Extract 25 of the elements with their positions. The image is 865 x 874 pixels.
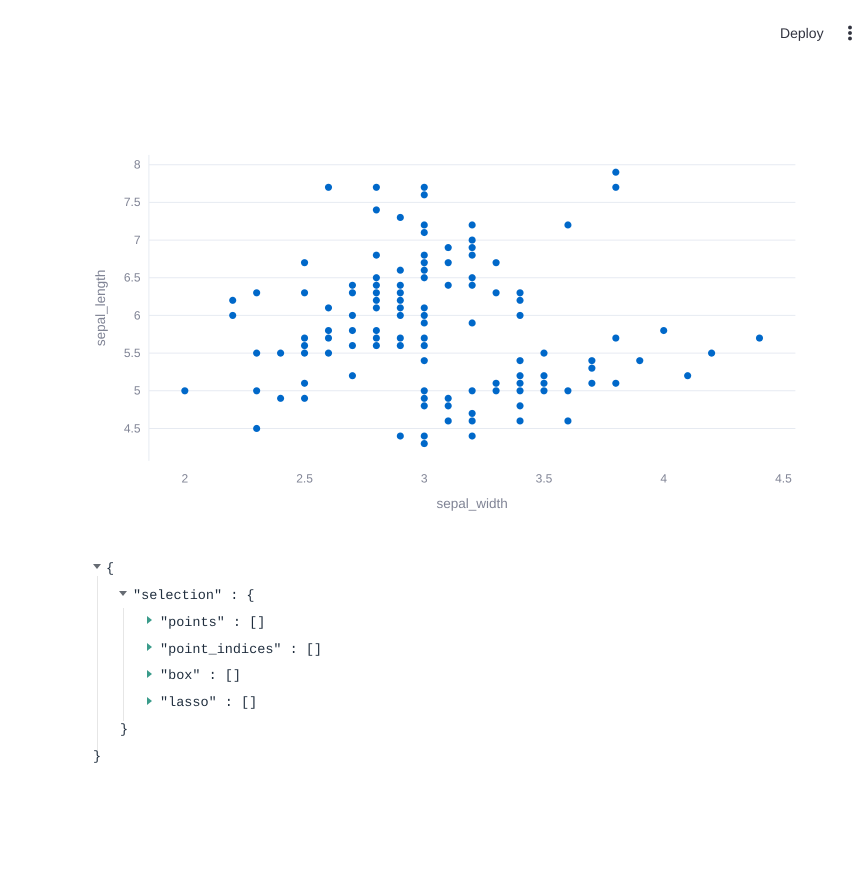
text: "lasso" : [] (160, 695, 258, 714)
y-tick-label: 4.5 (124, 421, 141, 436)
text: } (93, 748, 102, 767)
y-axis-title: sepal_length (93, 270, 108, 346)
y-tick-label: 5.5 (124, 346, 141, 360)
x-axis-title: sepal_width (436, 496, 508, 511)
y-tick-label: 7 (134, 232, 141, 247)
y-tick-label: 6.5 (124, 270, 141, 285)
text: "box" : [] (160, 668, 242, 686)
x-tick-label: 4.5 (775, 471, 792, 486)
x-tick-label: 3.5 (536, 471, 553, 486)
x-tick-label: 2.5 (296, 471, 314, 486)
text: } (120, 722, 128, 740)
x-tick-label: 4 (660, 471, 668, 486)
x-tick-label: 3 (420, 471, 428, 486)
text: { (106, 561, 114, 579)
text: Deploy (780, 24, 824, 42)
text: "point_indices" : [] (160, 642, 322, 660)
text: "selection" : { (133, 588, 255, 606)
x-tick-label: 2 (181, 471, 188, 486)
y-tick-label: 5 (134, 384, 141, 398)
y-tick-label: 8 (134, 158, 141, 172)
y-tick-label: 6 (134, 308, 141, 322)
y-tick-label: 7.5 (124, 195, 141, 210)
text: "points" : [] (160, 614, 266, 633)
